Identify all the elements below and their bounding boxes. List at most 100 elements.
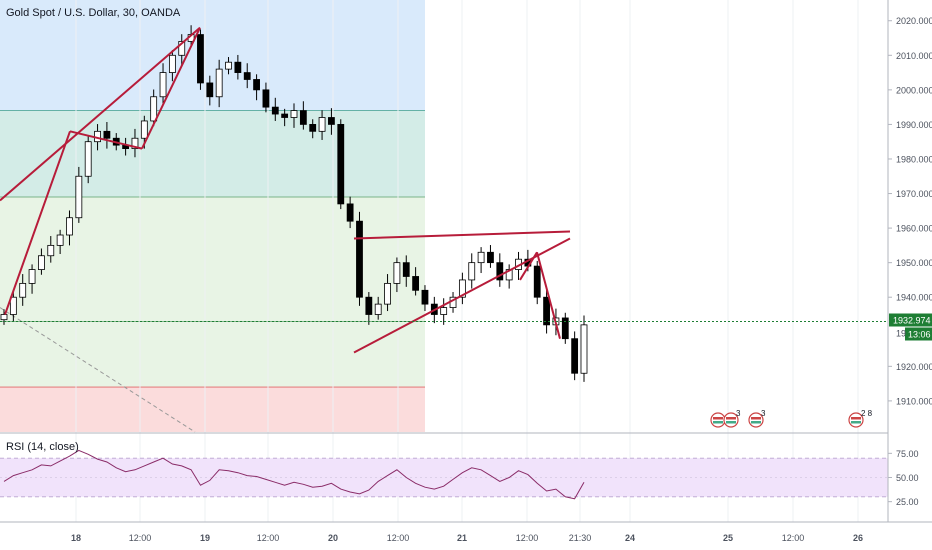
time-tick-label: 19 [200, 533, 210, 543]
candle-body [84, 141, 92, 177]
time-tick-label: 12:00 [516, 533, 539, 543]
candle-body [215, 68, 223, 98]
candle-body [374, 303, 382, 315]
flag-stripe [713, 421, 723, 424]
pattern-line [69, 130, 143, 150]
fib-zone-lower [0, 321, 425, 388]
candle-body [28, 269, 36, 284]
flag-stripe [751, 421, 761, 424]
candle-body [290, 110, 298, 118]
time-tick-label: 12:00 [129, 533, 152, 543]
rsi-tick-label: 25.00 [896, 497, 919, 507]
fibonacci-retracement [0, 0, 425, 433]
rsi-tick-label: 75.00 [896, 449, 919, 459]
candle-body [140, 120, 148, 139]
flag-count: 3 [736, 409, 741, 418]
flag-stripe [751, 417, 761, 420]
candle-body [543, 296, 550, 326]
time-tick-label: 21:30 [569, 533, 592, 543]
time-tick-label: 12:00 [257, 533, 280, 543]
price-tick-label: 1940.000 [896, 293, 932, 303]
last-price-badge [889, 313, 932, 327]
last-price-value: 1932.974 [893, 315, 931, 325]
candle-body [440, 307, 448, 315]
candle-body [580, 324, 588, 374]
price-tick-label: 2020.000 [896, 16, 932, 26]
flag-icon [710, 412, 726, 428]
candle-body [103, 130, 111, 139]
candle-body [47, 244, 55, 257]
candle-body [206, 82, 214, 98]
pattern-line [141, 27, 201, 150]
time-tick-label: 24 [625, 533, 635, 543]
pattern-line [0, 26, 201, 202]
event-flag-1[interactable] [710, 412, 726, 428]
candle-body [384, 282, 391, 305]
candle-body [299, 110, 307, 125]
candle-body [421, 289, 429, 305]
hidden-price-label: 19 [896, 328, 906, 338]
candle-body [178, 41, 186, 56]
candle-body [477, 251, 485, 264]
time-tick-label: 12:00 [387, 533, 410, 543]
candle-body [56, 234, 64, 246]
candle-body [393, 262, 401, 284]
time-tick-label: 26 [853, 533, 863, 543]
candle-body [0, 314, 8, 321]
price-tick-label: 1950.000 [896, 258, 932, 268]
price-tick-label: 1990.000 [896, 120, 932, 130]
rsi-pane [0, 449, 888, 500]
pattern-line [4, 130, 71, 315]
candle-body [9, 296, 17, 315]
event-flags[interactable]: 3 3 2 8 [710, 409, 873, 428]
candle-body [150, 96, 158, 122]
price-tick-label: 1980.000 [896, 154, 932, 164]
price-tick-label: 1960.000 [896, 224, 932, 234]
flag-count: 2 8 [861, 409, 873, 418]
fib-zone-upper [0, 110, 425, 197]
rsi-band [0, 458, 888, 497]
candle-body [159, 72, 167, 98]
candle-body [337, 124, 345, 205]
time-tick-label: 21 [457, 533, 467, 543]
candle-body [271, 106, 279, 115]
event-flag-4[interactable]: 2 8 [848, 409, 873, 428]
rsi-line [3, 449, 585, 500]
time-tick-label: 18 [71, 533, 81, 543]
flag-stripe [851, 421, 861, 424]
rsi-tick-label: 50.00 [896, 473, 919, 483]
grid-lines [75, 0, 859, 522]
price-tick-label: 2000.000 [896, 85, 932, 95]
countdown-badge [905, 327, 932, 341]
price-tick-label: 1970.000 [896, 189, 932, 199]
candle-body [225, 61, 232, 70]
price-tick-label: 1910.000 [896, 396, 932, 406]
candle-body [197, 34, 204, 84]
pattern-line [519, 251, 538, 281]
candle-body [75, 175, 83, 219]
candle-body [487, 251, 494, 264]
price-axis-bg [888, 0, 932, 550]
candle-body [402, 262, 410, 277]
pattern-line [536, 252, 561, 339]
candle-body [365, 296, 373, 315]
chart-title: Gold Spot / U.S. Dollar, 30, OANDA [6, 7, 181, 19]
candle-body [281, 113, 289, 118]
price-tick-label: 2010.000 [896, 51, 932, 61]
candle-body [66, 217, 73, 236]
candle-body [318, 117, 326, 132]
event-flag-3[interactable]: 3 [748, 409, 766, 428]
flag-stripe [851, 417, 861, 420]
candle-body [131, 137, 139, 150]
flag-stripe [726, 421, 736, 424]
price-tick-label: 1920.000 [896, 362, 932, 372]
candle-body [571, 338, 579, 374]
trend-pattern-lines[interactable] [0, 26, 571, 354]
candle-body [253, 79, 260, 91]
event-flag-2[interactable]: 3 [723, 409, 741, 428]
time-tick-label: 25 [723, 533, 733, 543]
candle-body [356, 220, 363, 298]
candle-body [496, 262, 504, 281]
candle-body [468, 262, 476, 281]
